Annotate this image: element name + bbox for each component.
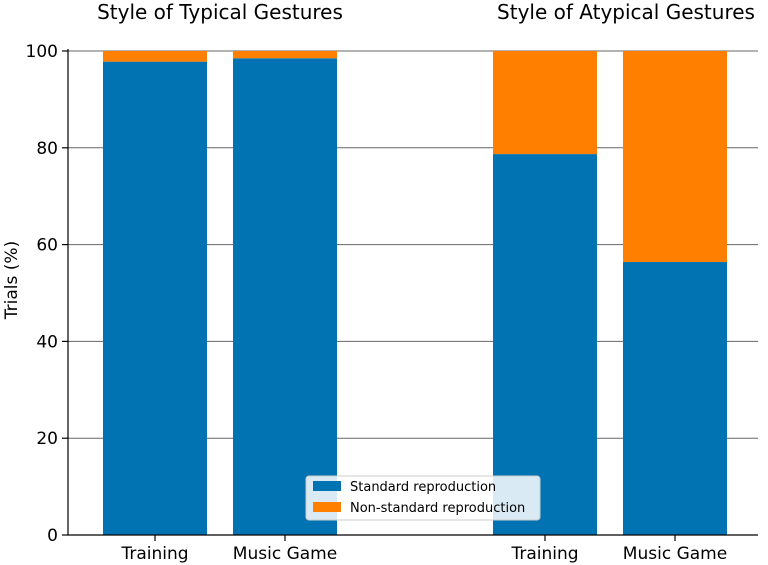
bar-g0-training-standard-reproduction [103,61,207,535]
y-tick-label-60: 60 [36,236,58,256]
bar-g1-training-non-standard-reproduction [493,51,597,155]
legend-label-standard: Standard reproduction [350,480,496,495]
y-tick-label-40: 40 [36,332,58,352]
group-title-typical: Style of Typical Gestures [97,0,343,24]
x-tick-label-g0-music-game: Music Game [233,544,337,564]
bar-g0-training-non-standard-reproduction [103,51,207,62]
legend: Standard reproduction Non-standard repro… [305,475,541,521]
x-tick-label-g1-music-game: Music Game [623,544,727,564]
group-title-atypical: Style of Atypical Gestures [497,0,755,24]
bar-g1-music-game-standard-reproduction [623,262,727,535]
y-tick-label-20: 20 [36,429,58,449]
y-tick-label-0: 0 [47,526,58,546]
bar-g0-music-game-standard-reproduction [233,58,337,535]
bar-g0-music-game-non-standard-reproduction [233,51,337,59]
axes-layer: 0 20 40 60 80 100 Training Music Game Training Mu… [26,42,758,564]
x-tick-label-g0-training: Training [120,544,188,564]
legend-swatch-standard [313,481,341,491]
y-tick-label-80: 80 [36,139,58,159]
bar-g1-training-standard-reproduction [493,154,597,536]
bar-g1-music-game-non-standard-reproduction [623,51,727,263]
y-axis-label: Trials (%) [2,241,22,320]
legend-swatch-non-standard [313,502,341,512]
x-tick-label-g1-training: Training [510,544,578,564]
y-tick-label-100: 100 [26,42,58,62]
bars-layer [103,51,727,536]
legend-frame [305,475,541,521]
legend-label-non-standard: Non-standard reproduction [350,501,525,516]
